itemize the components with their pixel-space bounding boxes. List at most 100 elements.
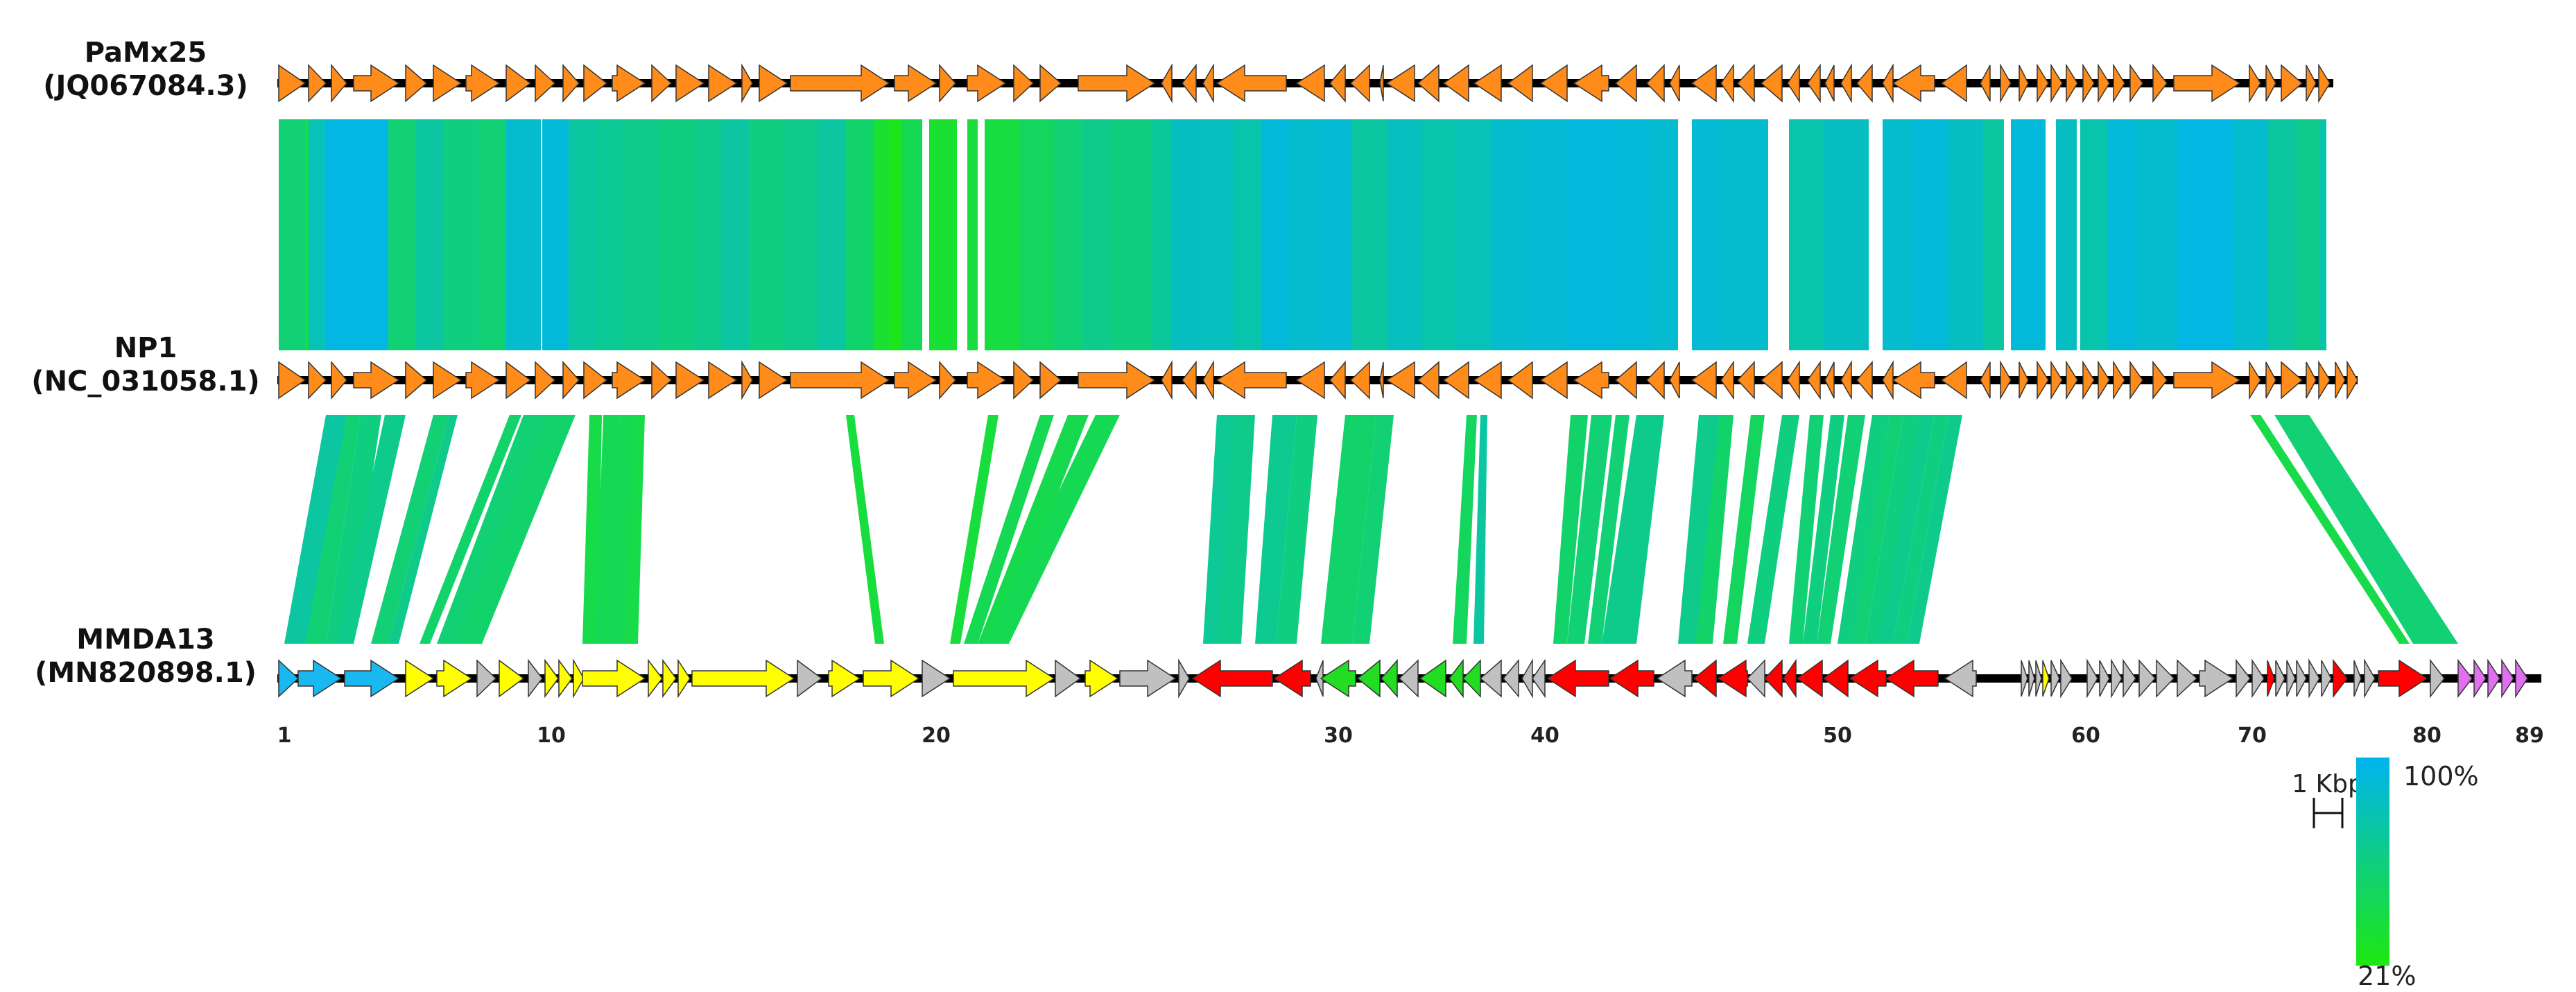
gene-arrow bbox=[1295, 64, 1325, 103]
similarity-band bbox=[2136, 119, 2177, 350]
similarity-band bbox=[305, 415, 361, 644]
gene-arrow bbox=[1892, 64, 1935, 103]
similarity-band bbox=[336, 415, 406, 644]
gene-arrow bbox=[433, 361, 463, 400]
gene-arrow bbox=[2000, 360, 2012, 400]
gene-arrow bbox=[573, 658, 585, 699]
similarity-band bbox=[1720, 119, 1768, 350]
similarity-band bbox=[1234, 119, 1262, 350]
similarity-band bbox=[1983, 119, 2004, 350]
similarity-band bbox=[2250, 415, 2410, 644]
similarity-band bbox=[1473, 415, 1487, 644]
gene-arrow bbox=[741, 360, 753, 400]
gene-arrow bbox=[1379, 361, 1384, 399]
gene-arrow bbox=[2086, 658, 2098, 699]
gene-arrow bbox=[2028, 660, 2035, 697]
gene-arrow bbox=[353, 64, 400, 103]
gene-arrow bbox=[1980, 65, 1991, 102]
gene-arrow bbox=[1783, 658, 1797, 699]
similarity-bands bbox=[279, 119, 2458, 644]
similarity-band bbox=[1290, 119, 1317, 350]
gene-arrow bbox=[278, 64, 306, 103]
gene-arrow bbox=[2037, 360, 2049, 400]
gene-arrow bbox=[612, 361, 646, 400]
gene-arrow bbox=[1182, 63, 1197, 103]
gene-arrow bbox=[278, 361, 306, 400]
gene-arrow bbox=[2430, 658, 2445, 699]
gene-arrow bbox=[2021, 660, 2028, 697]
gene-arrow bbox=[894, 64, 937, 103]
similarity-band bbox=[1553, 415, 1588, 644]
gene-arrow bbox=[1295, 361, 1325, 400]
similarity-band bbox=[350, 119, 388, 350]
similarity-band bbox=[1456, 119, 1491, 350]
gene-arrow bbox=[1787, 63, 1800, 103]
gene-arrow bbox=[583, 361, 608, 400]
band-gap bbox=[1684, 119, 1692, 350]
gene-arrow bbox=[2019, 361, 2029, 399]
gene-arrow bbox=[1807, 63, 1821, 103]
similarity-band bbox=[542, 119, 569, 350]
gene-arrow bbox=[2318, 360, 2331, 400]
gene-arrow bbox=[863, 659, 920, 698]
gene-arrow bbox=[2306, 361, 2317, 399]
gene-arrow bbox=[1329, 360, 1346, 400]
similarity-band bbox=[1317, 119, 1352, 350]
gene-arrow bbox=[2457, 658, 2473, 699]
similarity-band bbox=[1602, 415, 1664, 644]
gene-arrow bbox=[1736, 361, 1755, 400]
gene-arrow bbox=[1442, 361, 1469, 400]
gene-arrow bbox=[967, 64, 1007, 103]
similarity-band bbox=[1789, 119, 1824, 350]
gene-arrow bbox=[1717, 659, 1748, 698]
gene-arrow bbox=[2364, 658, 2376, 699]
similarity-band bbox=[2233, 119, 2267, 350]
gene-arrow bbox=[465, 64, 501, 103]
gene-arrow bbox=[1849, 659, 1887, 698]
similarity-band bbox=[1054, 119, 1082, 350]
gene-arrow bbox=[691, 659, 795, 698]
similarity-band bbox=[1838, 415, 1890, 644]
similarity-band bbox=[1803, 415, 1844, 644]
gene-arrow bbox=[1013, 64, 1035, 103]
gene-number-axis: 1 10 20 30 40 50 60 70 80 89 bbox=[277, 724, 2544, 748]
similarity-band bbox=[309, 119, 326, 350]
gene-arrow bbox=[1614, 361, 1637, 400]
gene-arrow bbox=[1822, 659, 1849, 698]
similarity-band bbox=[950, 415, 999, 644]
band-gap bbox=[1779, 119, 1789, 350]
gene-arrow bbox=[1669, 65, 1680, 102]
gene-arrow bbox=[1691, 64, 1717, 103]
gene-arrow bbox=[1691, 361, 1717, 400]
gene-arrow bbox=[708, 361, 738, 400]
gene-arrow bbox=[1349, 361, 1370, 400]
gene-arrow bbox=[583, 64, 608, 103]
gene-arrow bbox=[1532, 658, 1546, 699]
gene-arrow bbox=[2173, 361, 2241, 400]
gene-arrow bbox=[2335, 361, 2346, 399]
gene-arrow bbox=[2177, 659, 2198, 698]
identity-legend: 100% 21% bbox=[2356, 758, 2479, 991]
gene-arrow bbox=[828, 659, 861, 698]
gene-arrow bbox=[922, 659, 951, 698]
similarity-band bbox=[416, 119, 444, 350]
band-gap bbox=[1869, 119, 1883, 350]
axis-tick-label: 10 bbox=[537, 724, 566, 748]
similarity-band bbox=[1695, 415, 1734, 644]
gene-arrow bbox=[2050, 63, 2063, 103]
gene-arrow bbox=[759, 64, 788, 103]
gene-arrow bbox=[2113, 63, 2125, 103]
gene-arrow bbox=[2353, 660, 2362, 697]
gene-arrow bbox=[1202, 360, 1214, 400]
gene-arrow bbox=[1885, 659, 1939, 698]
gene-arrow bbox=[1824, 65, 1835, 102]
gene-arrow bbox=[2306, 65, 2317, 102]
band-gap bbox=[924, 119, 929, 350]
gene-arrow bbox=[582, 659, 646, 698]
gene-arrow bbox=[939, 361, 957, 400]
gene-arrow bbox=[476, 659, 497, 698]
gene-arrow bbox=[1473, 64, 1502, 103]
similarity-band bbox=[326, 415, 381, 644]
gene-arrow bbox=[953, 659, 1055, 698]
